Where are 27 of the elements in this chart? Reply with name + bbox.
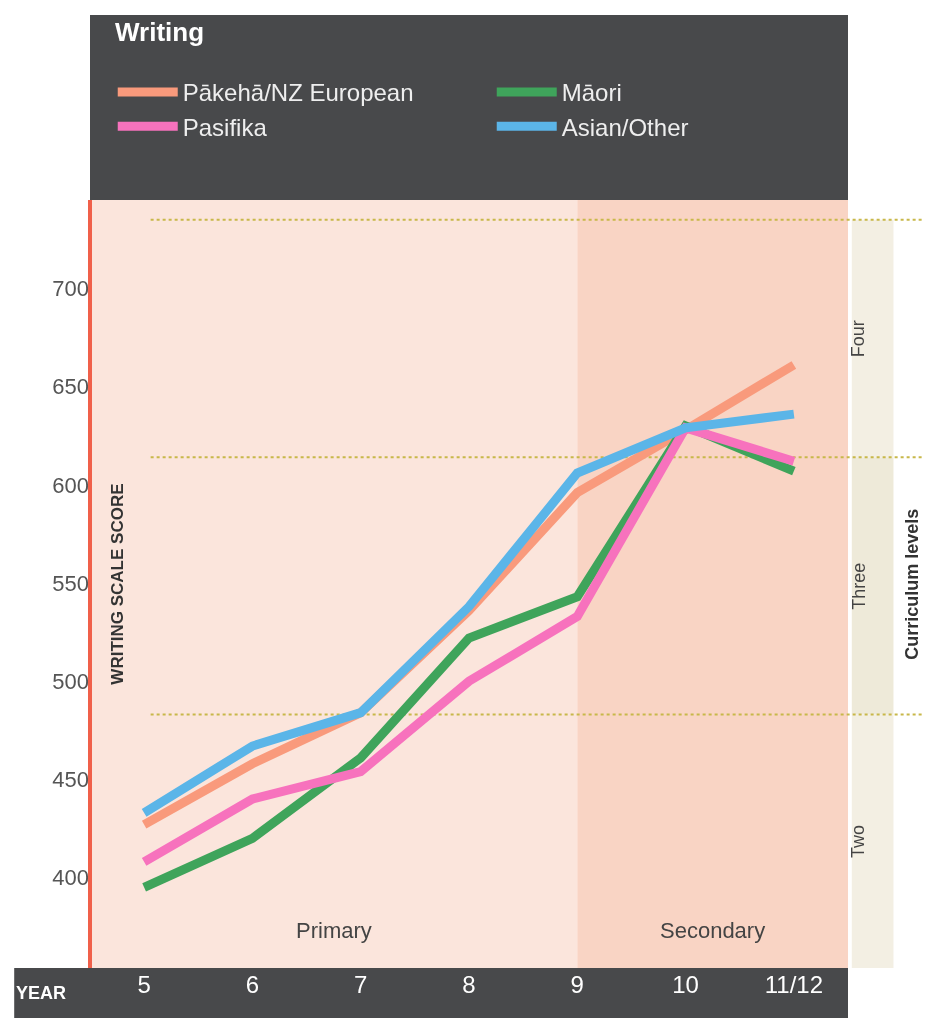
x-tick-label: 8 xyxy=(462,971,476,998)
legend-label: Pasifika xyxy=(182,113,268,141)
y-tick-label: 700 xyxy=(52,276,89,302)
x-tick-label: 5 xyxy=(137,971,151,998)
y-tick-label: 400 xyxy=(52,865,89,891)
y2-axis-title: Curriculum levels xyxy=(901,508,922,660)
band-label: Four xyxy=(848,320,869,358)
legend-label: Pākehā/NZ European xyxy=(182,79,414,107)
band-label: Three xyxy=(848,562,869,610)
x-tick-label: 11/12 xyxy=(764,971,823,998)
y-tick-label: 500 xyxy=(52,668,89,694)
y-tick-label: 450 xyxy=(52,767,89,793)
band-label: Secondary xyxy=(660,918,766,943)
chart-title: Writing xyxy=(115,17,205,47)
x-tick-label: 7 xyxy=(354,971,368,998)
y-tick-label: 550 xyxy=(52,570,89,596)
x-axis-title: YEAR xyxy=(16,983,67,1003)
band-label: Two xyxy=(848,825,869,859)
x-tick-label: 10 xyxy=(672,971,699,998)
y-axis-title: WRITING SCALE SCORE xyxy=(107,483,127,685)
y-tick-label: 650 xyxy=(52,374,89,400)
y-tick-label: 600 xyxy=(52,472,89,498)
x-tick-label: 9 xyxy=(570,971,584,998)
x-tick-label: 6 xyxy=(245,971,260,998)
band-label: Primary xyxy=(296,918,372,943)
legend-label: Asian/Other xyxy=(561,113,689,141)
legend-label: Māori xyxy=(561,79,622,107)
